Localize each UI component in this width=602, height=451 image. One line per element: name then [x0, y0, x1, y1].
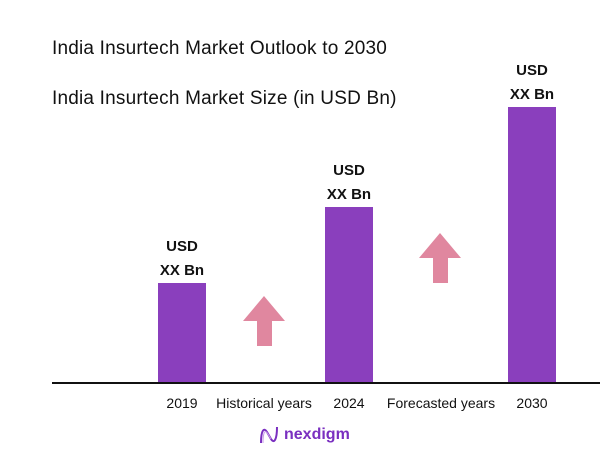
data-label-line1: USD: [516, 62, 548, 79]
x-tick-label: 2030: [516, 395, 547, 411]
annotation-label: Historical years: [216, 395, 312, 411]
x-tick-label: 2019: [166, 395, 197, 411]
up-arrow-icon: [243, 296, 285, 346]
x-tick-label: 2024: [333, 395, 364, 411]
bar-2030: [508, 107, 556, 383]
data-label-line1: USD: [166, 238, 198, 255]
chart-subtitle: India Insurtech Market Size (in USD Bn): [52, 88, 397, 109]
bar-2019: [158, 283, 206, 383]
data-label-line2: XX Bn: [510, 86, 554, 103]
data-label-line2: XX Bn: [160, 262, 204, 279]
bar-2024: [325, 207, 373, 383]
data-label-line1: USD: [333, 162, 365, 179]
logo-text: nexdigm: [284, 426, 350, 443]
nexdigm-logo: nexdigm: [258, 424, 350, 446]
up-arrow-icon: [419, 233, 461, 283]
chart-title: India Insurtech Market Outlook to 2030: [52, 38, 388, 59]
logo-icon: [260, 426, 278, 444]
annotation-label: Forecasted years: [387, 395, 495, 411]
data-label-line2: XX Bn: [327, 186, 371, 203]
